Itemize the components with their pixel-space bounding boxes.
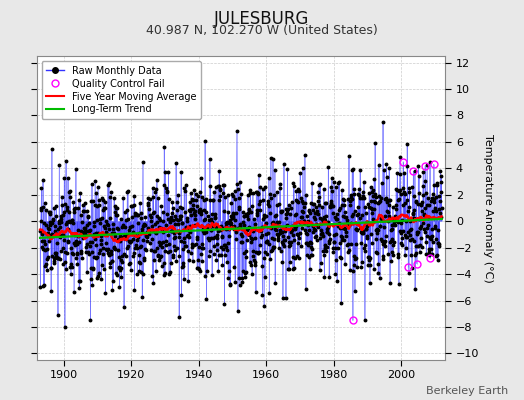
- Text: Berkeley Earth: Berkeley Earth: [426, 386, 508, 396]
- Text: JULESBURG: JULESBURG: [214, 10, 310, 28]
- Legend: Raw Monthly Data, Quality Control Fail, Five Year Moving Average, Long-Term Tren: Raw Monthly Data, Quality Control Fail, …: [41, 61, 201, 119]
- Y-axis label: Temperature Anomaly (°C): Temperature Anomaly (°C): [483, 134, 493, 282]
- Text: 40.987 N, 102.270 W (United States): 40.987 N, 102.270 W (United States): [146, 24, 378, 37]
